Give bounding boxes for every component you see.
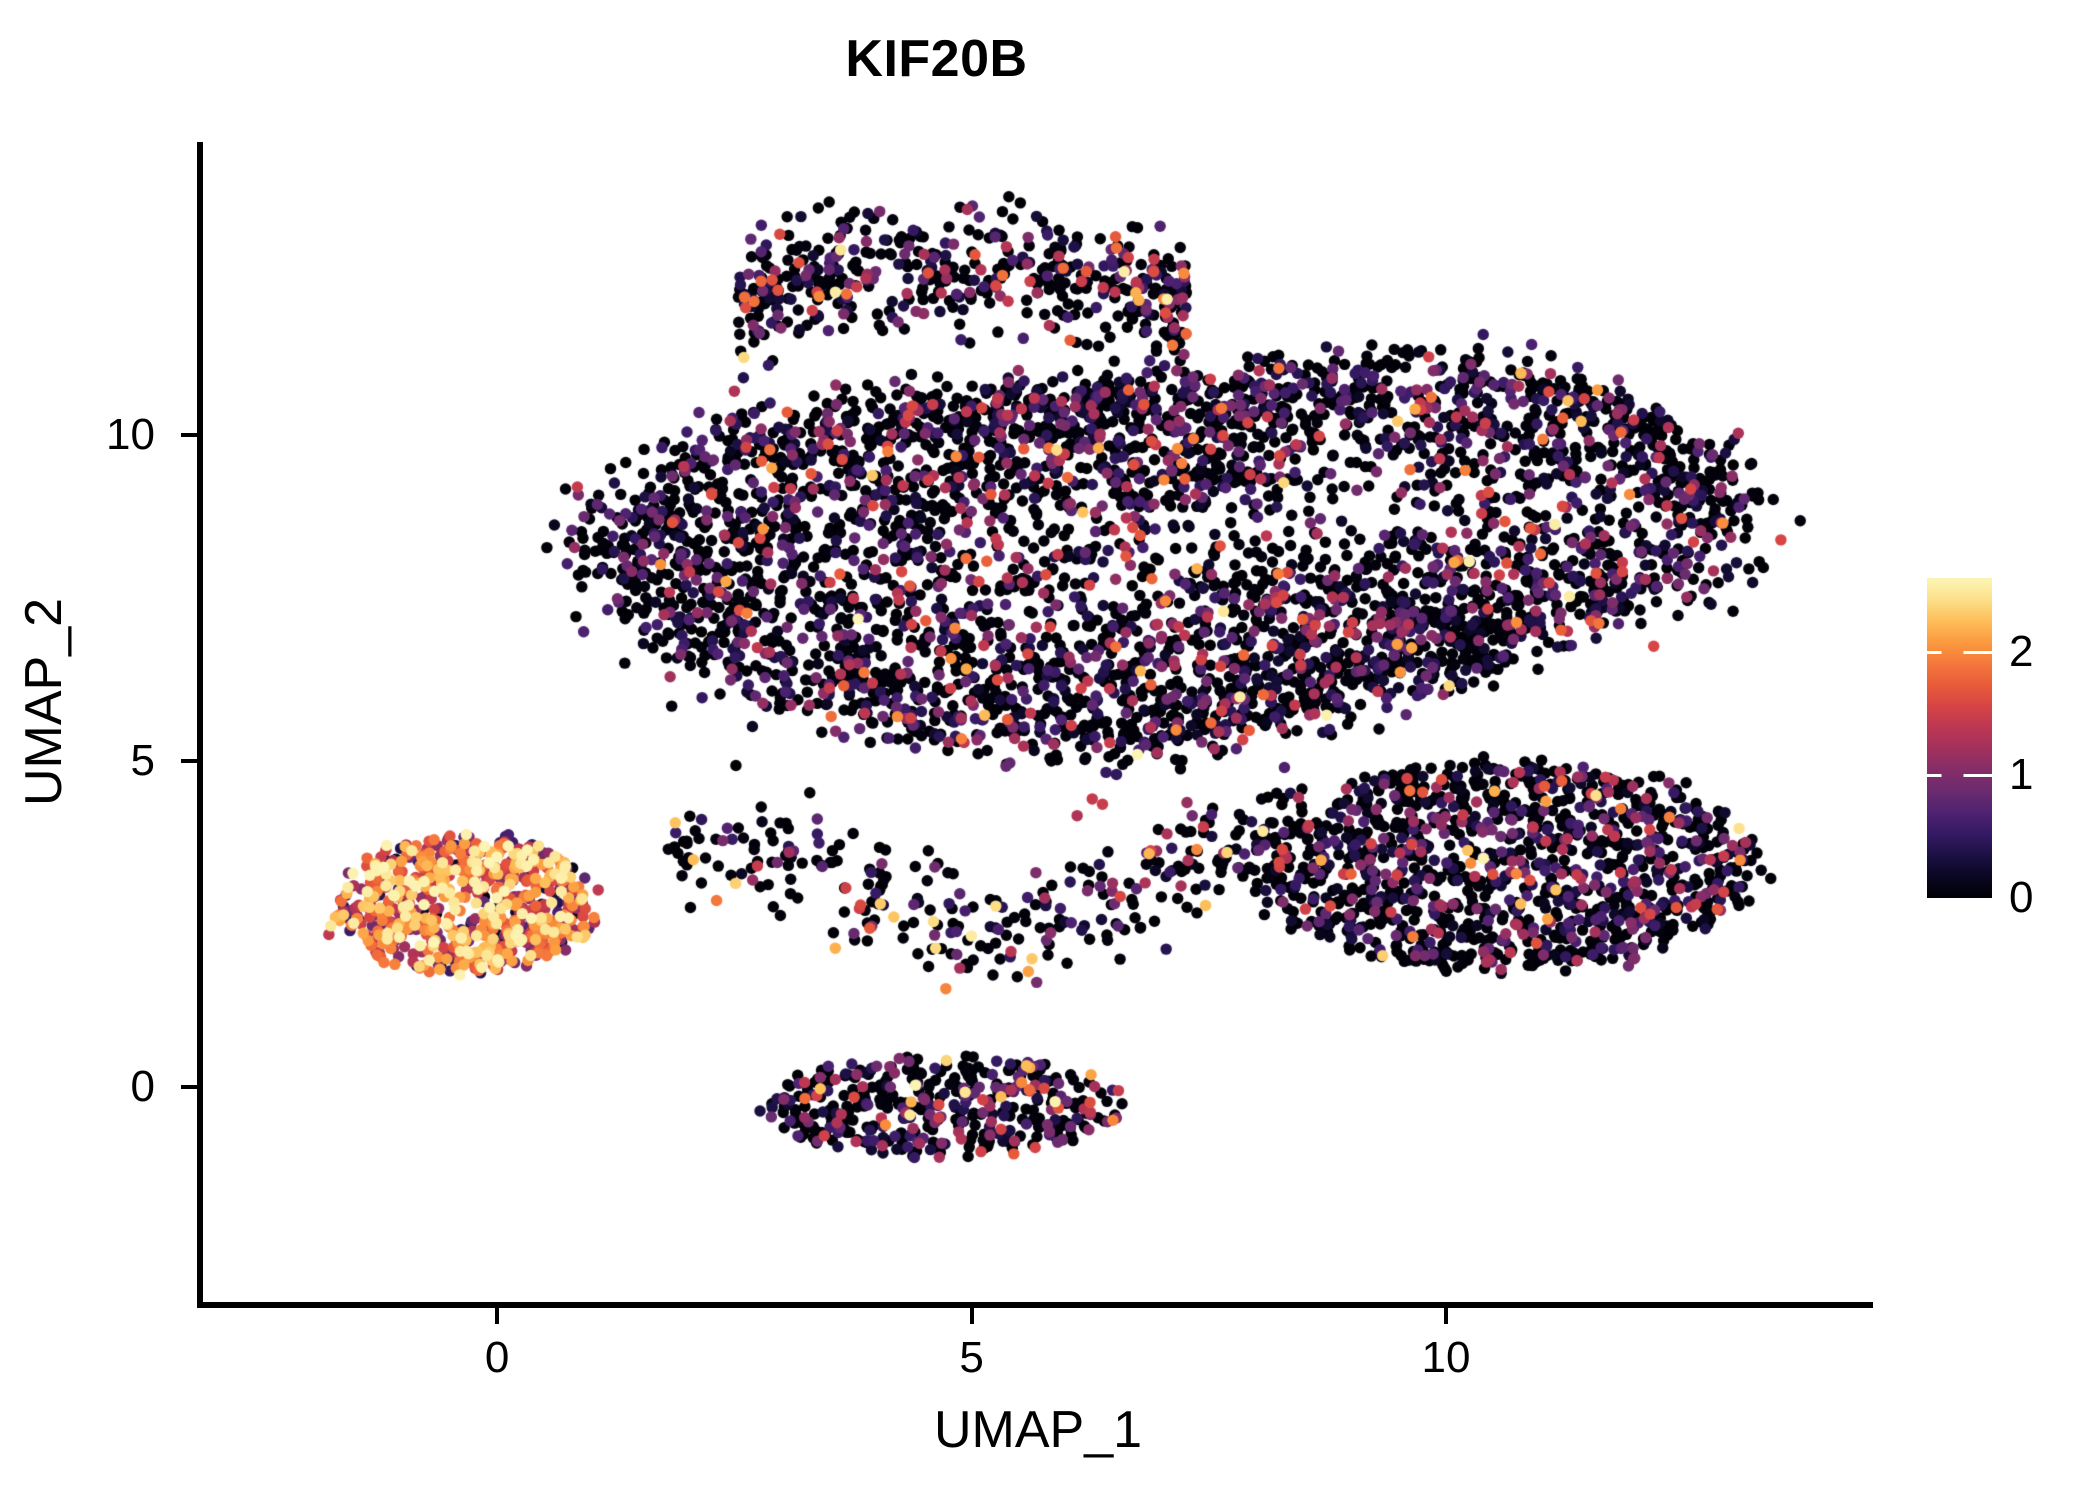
scatter-plot-canvas: [203, 142, 1873, 1302]
page-title: KIF20B: [845, 30, 1028, 88]
x-tick-label: 0: [484, 1333, 510, 1382]
y-tick-mark: [181, 1084, 197, 1089]
color-legend: 2 1 0: [1927, 578, 2077, 920]
y-tick-mark: [181, 433, 197, 438]
y-tick-label: 10: [106, 410, 155, 460]
y-tick-mark: [181, 759, 197, 764]
y-axis-title: UMAP_2: [15, 597, 73, 807]
x-tick-label: 10: [1421, 1333, 1471, 1382]
x-axis-line: [197, 1302, 1873, 1308]
plot-panel: [203, 142, 1873, 1302]
legend-tick-mark: [1927, 650, 1992, 654]
x-tick-mark: [969, 1308, 974, 1324]
x-tick-mark: [1444, 1308, 1448, 1324]
x-axis-title: UMAP_1: [933, 1401, 1143, 1459]
x-tick-label: 5: [959, 1333, 984, 1382]
legend-tick-label: 1: [2009, 749, 2034, 799]
x-tick-mark: [495, 1308, 500, 1324]
legend-tick-mark: [1927, 773, 1992, 777]
legend-tick-label: 0: [2009, 873, 2034, 922]
y-axis-line: [197, 142, 203, 1302]
legend-colorbar: [1927, 578, 1992, 898]
legend-tick-label: 2: [2009, 626, 2034, 676]
y-tick-label: 0: [130, 1061, 155, 1111]
y-tick-label: 5: [130, 736, 155, 786]
